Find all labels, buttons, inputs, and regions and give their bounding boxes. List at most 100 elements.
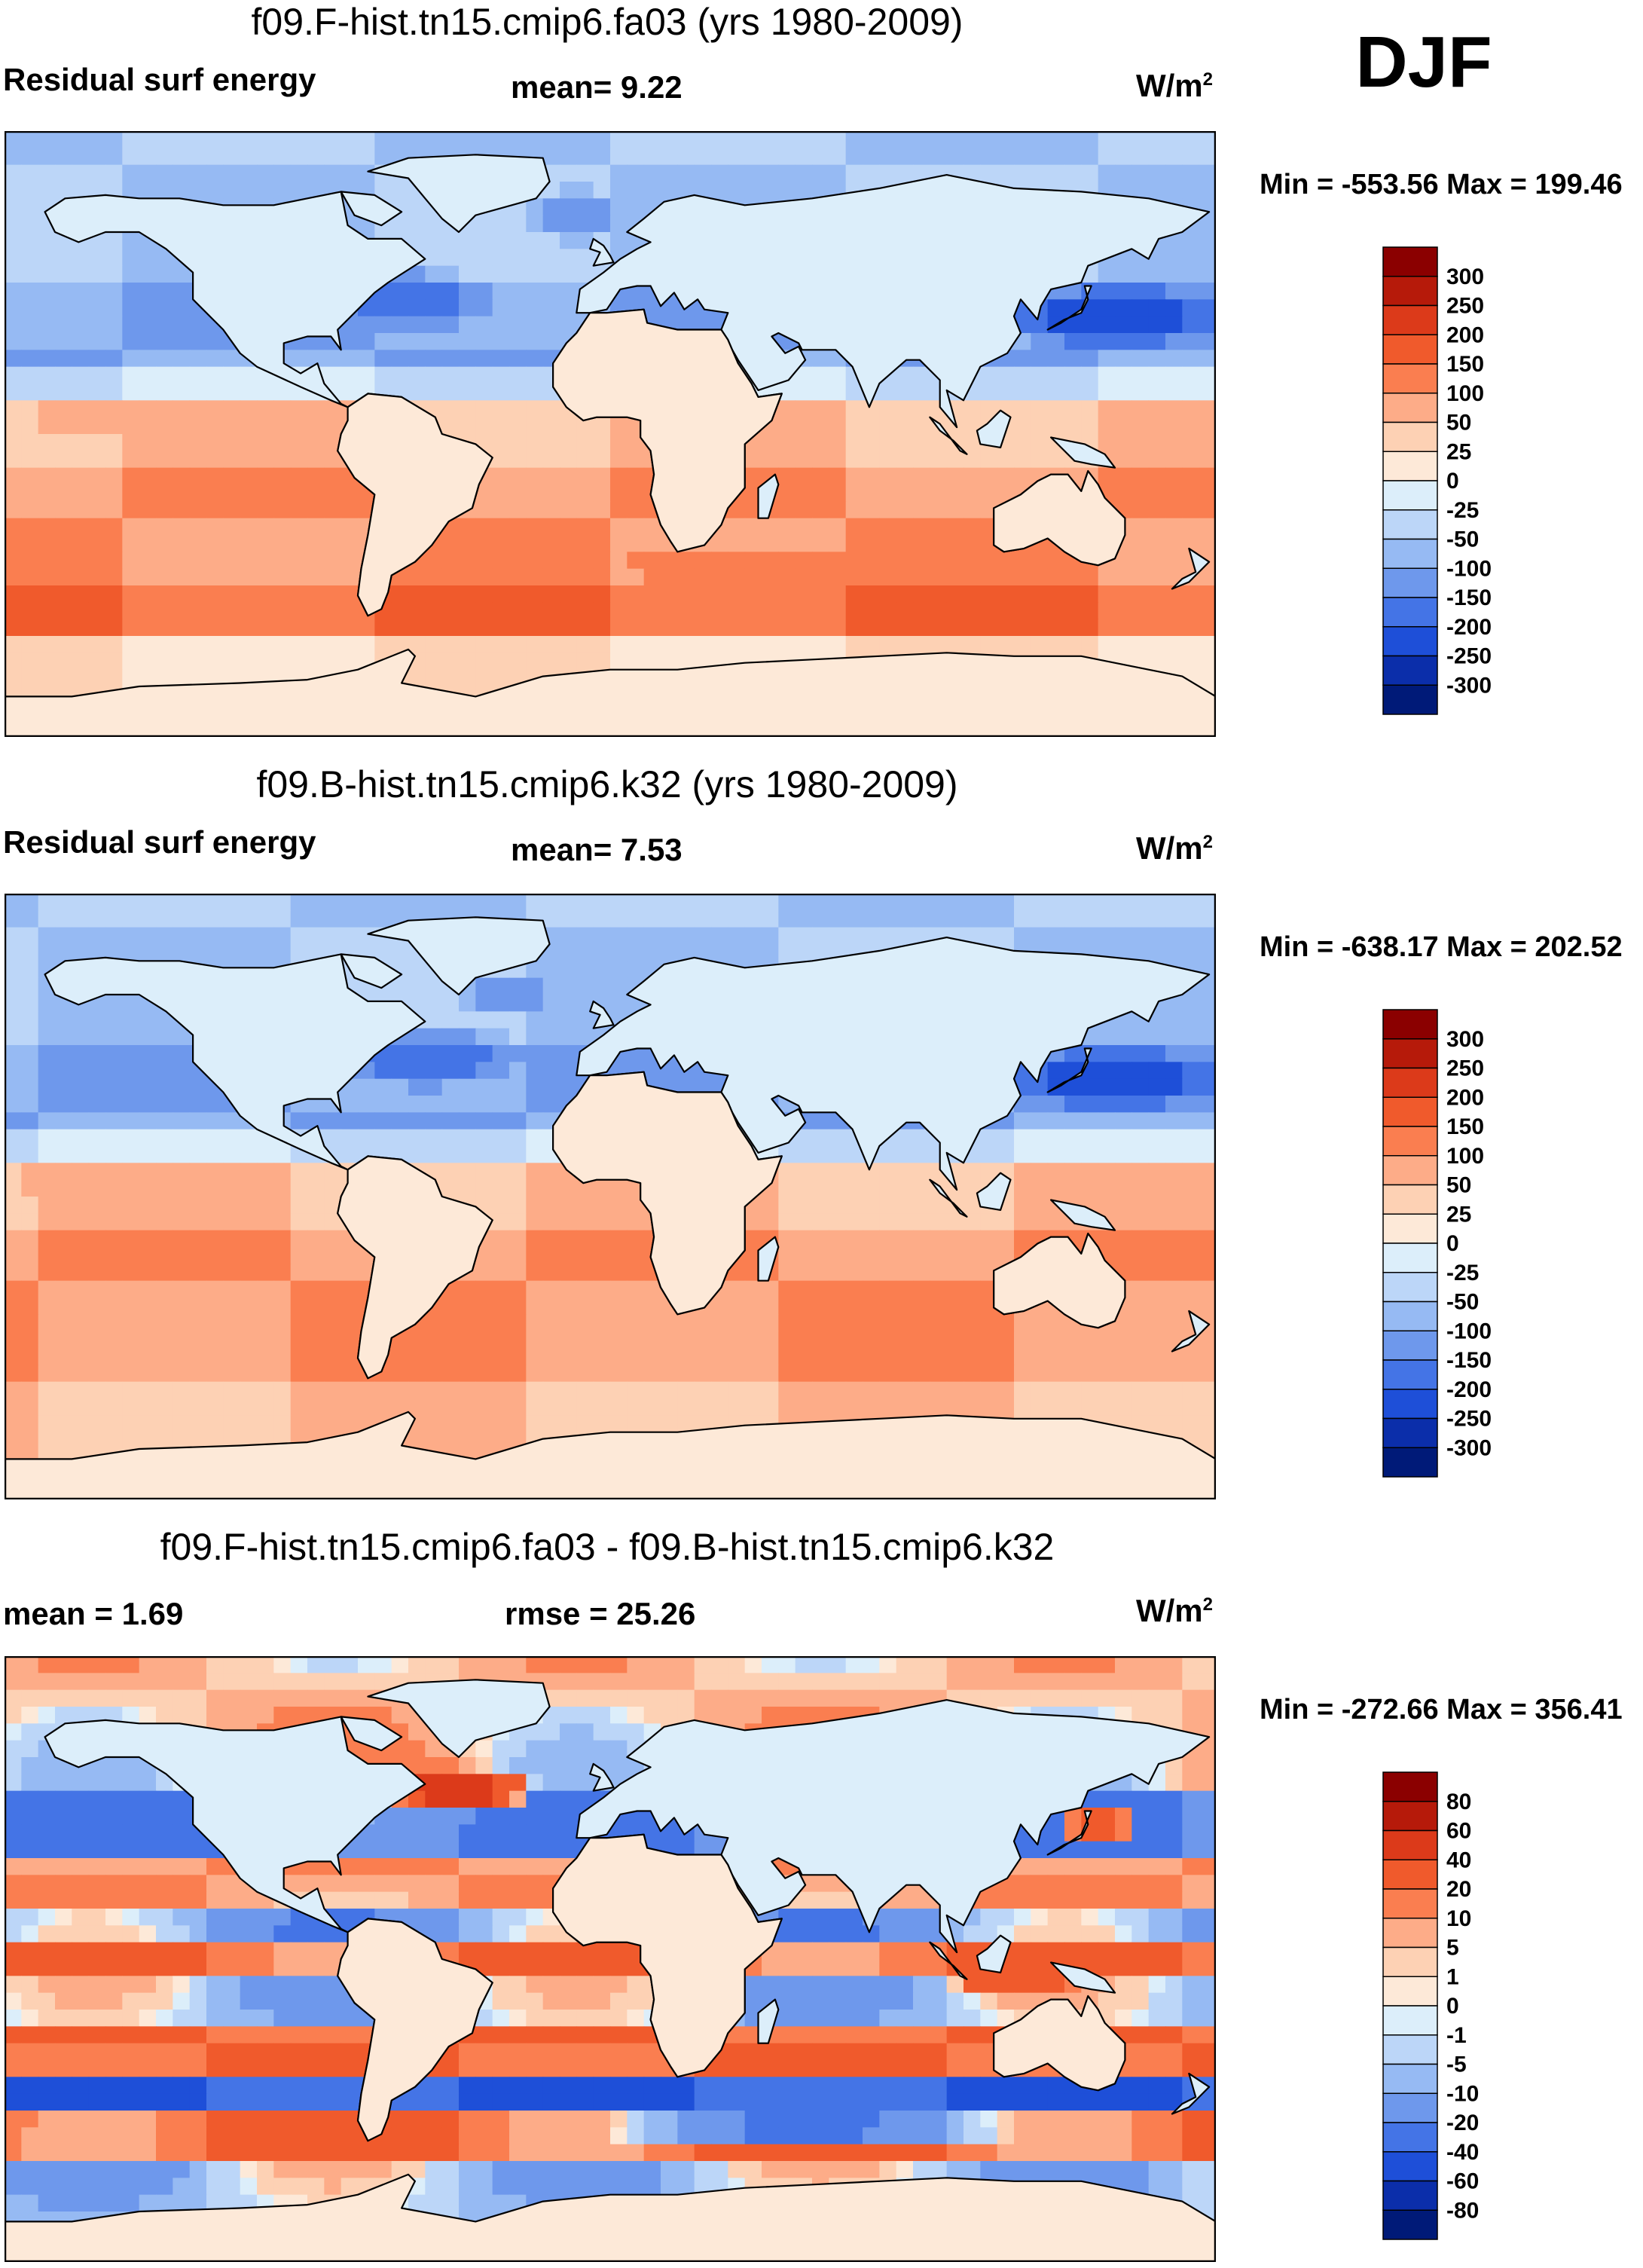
field-cell [1064, 1348, 1082, 1365]
field-cell [863, 552, 880, 570]
field-cell [1081, 602, 1099, 620]
field-cell [1031, 1197, 1049, 1214]
coastline [589, 237, 615, 267]
field-cell [744, 182, 762, 199]
field-cell [38, 995, 56, 1012]
field-cell [5, 1146, 22, 1163]
field-cell [744, 1314, 762, 1332]
field-cell [762, 552, 779, 570]
field-cell [173, 944, 191, 961]
field-cell [863, 1163, 880, 1181]
field-cell [1064, 366, 1082, 384]
field-cell [778, 535, 796, 552]
field-cell [896, 384, 914, 401]
field-cell [542, 552, 560, 570]
colorbar-tick-label: -150 [1446, 585, 1492, 610]
field-cell [1014, 148, 1031, 166]
field-cell [173, 1398, 191, 1416]
field-cell [273, 535, 292, 552]
field-cell [627, 552, 645, 570]
field-cell [391, 1398, 409, 1416]
field-cell [105, 501, 123, 519]
field-cell [459, 1298, 476, 1315]
field-cell [206, 384, 224, 401]
field-cell [593, 977, 611, 995]
field-cell [55, 1415, 72, 1433]
field-cell [307, 1112, 325, 1130]
field-cell [492, 653, 510, 671]
field-cell [1098, 467, 1116, 485]
field-cell [593, 1415, 611, 1433]
field-cell [829, 484, 847, 502]
field-cell [273, 164, 292, 182]
field-cell [257, 1264, 274, 1282]
field-cell [1115, 636, 1132, 653]
field-cell [593, 1314, 611, 1332]
field-cell [1115, 1381, 1132, 1399]
field-cell [1148, 451, 1166, 469]
field-cell [1131, 299, 1150, 317]
field-cell [38, 636, 56, 653]
field-cell [475, 484, 493, 502]
field-cell [88, 1062, 106, 1080]
field-cell [5, 552, 22, 570]
field-cell [560, 215, 577, 233]
field-cell [913, 585, 930, 603]
field-cell [1199, 148, 1216, 166]
field-cell [139, 1415, 157, 1433]
field-cell [980, 1365, 998, 1383]
field-cell [1182, 894, 1200, 911]
field-cell [156, 653, 173, 671]
field-cell [475, 568, 493, 586]
field-cell [610, 961, 628, 979]
field-cell [391, 585, 409, 603]
field-cell [5, 131, 22, 148]
field-cell [492, 1365, 510, 1383]
field-cell [1148, 1230, 1166, 1248]
field-cell [1165, 148, 1183, 166]
field-cell [643, 164, 661, 182]
field-cell [509, 1314, 527, 1332]
field-cell [358, 1129, 375, 1147]
field-cell [1031, 451, 1049, 469]
field-cell [509, 249, 527, 267]
field-cell [643, 1348, 661, 1365]
field-cell [105, 249, 123, 267]
field-cell [778, 182, 796, 199]
field-cell [425, 366, 443, 384]
field-cell [105, 434, 123, 451]
field-cell [189, 1078, 207, 1096]
field-cell [425, 977, 443, 995]
field-cell [1115, 1163, 1132, 1181]
field-cell [728, 1314, 746, 1332]
field-cell [425, 894, 443, 911]
field-cell [946, 1213, 964, 1231]
field-cell [206, 894, 224, 911]
field-cell [189, 1146, 207, 1163]
field-cell [778, 434, 796, 451]
field-cell [980, 636, 998, 653]
field-cell [122, 417, 140, 435]
field-cell [105, 384, 123, 401]
field-cell [980, 484, 998, 502]
field-cell [1081, 1096, 1099, 1113]
field-cell [425, 333, 443, 350]
field-cell [122, 467, 140, 485]
field-cell [1182, 1179, 1200, 1197]
field-cell [273, 484, 292, 502]
field-cell [105, 182, 123, 199]
field-cell [795, 552, 813, 570]
field-cell [88, 350, 106, 368]
field-cell [863, 1264, 880, 1282]
field-cell [408, 1096, 426, 1113]
field-cell [475, 1381, 493, 1399]
field-cell [778, 1381, 796, 1399]
field-cell [105, 333, 123, 350]
field-cell [391, 333, 409, 350]
field-cell [88, 1129, 106, 1147]
field-cell [829, 535, 847, 552]
field-cell [408, 1045, 426, 1062]
field-cell [795, 484, 813, 502]
field-cell [139, 316, 157, 334]
field-cell [492, 451, 510, 469]
